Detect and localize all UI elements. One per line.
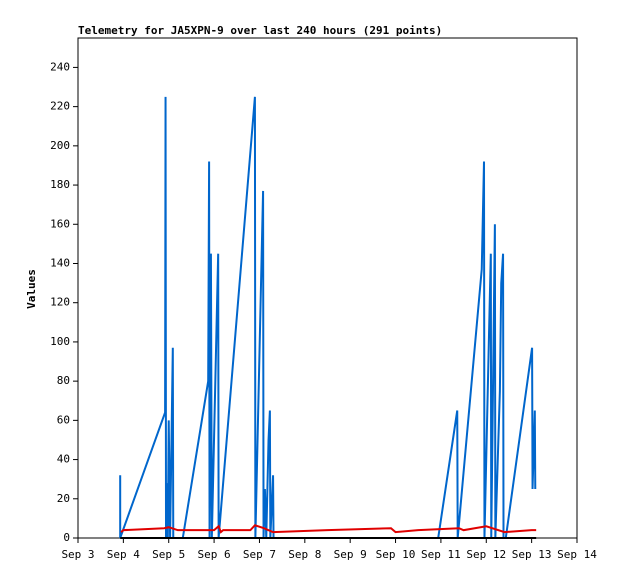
y-tick-label: 120 bbox=[50, 296, 70, 309]
y-tick-label: 160 bbox=[50, 217, 70, 230]
chart-title: Telemetry for JA5XPN-9 over last 240 hou… bbox=[78, 24, 442, 37]
x-tick-label: Sep 4 bbox=[107, 548, 140, 561]
x-tick-label: Sep 8 bbox=[288, 548, 321, 561]
y-tick-label: 200 bbox=[50, 139, 70, 152]
y-tick-label: 80 bbox=[57, 374, 70, 387]
y-tick-label: 0 bbox=[63, 531, 70, 544]
x-tick-label: Sep 13 bbox=[512, 548, 552, 561]
y-tick-label: 240 bbox=[50, 60, 70, 73]
y-tick-label: 60 bbox=[57, 413, 70, 426]
x-tick-label: Sep 3 bbox=[61, 548, 94, 561]
y-tick-label: 100 bbox=[50, 335, 70, 348]
x-tick-label: Sep 7 bbox=[243, 548, 276, 561]
x-tick-label: Sep 9 bbox=[334, 548, 367, 561]
x-tick-label: Sep 10 bbox=[376, 548, 416, 561]
series-line bbox=[120, 524, 537, 534]
y-tick-label: 40 bbox=[57, 453, 70, 466]
y-tick-label: 20 bbox=[57, 492, 70, 505]
x-tick-label: Sep 12 bbox=[466, 548, 506, 561]
y-tick-label: 180 bbox=[50, 178, 70, 191]
x-tick-label: Sep 11 bbox=[421, 548, 461, 561]
x-tick-label: Sep 14 bbox=[557, 548, 597, 561]
y-tick-label: 220 bbox=[50, 100, 70, 113]
y-axis-label: Values bbox=[25, 269, 38, 309]
x-tick-label: Sep 5 bbox=[152, 548, 185, 561]
x-tick-label: Sep 6 bbox=[198, 548, 231, 561]
y-tick-label: 140 bbox=[50, 256, 70, 269]
